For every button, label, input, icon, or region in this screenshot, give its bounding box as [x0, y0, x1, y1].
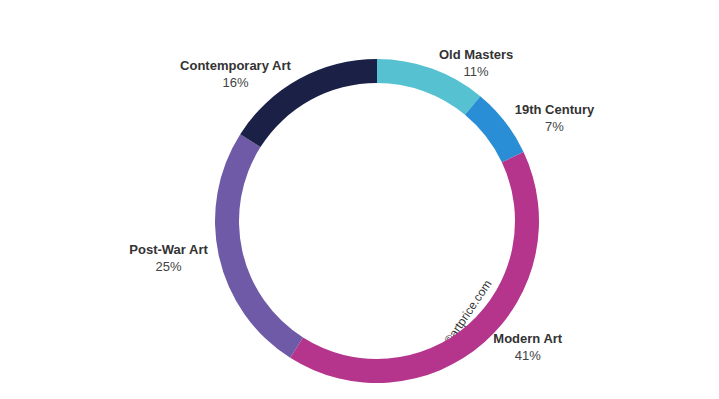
svg-text:25%: 25% — [156, 259, 182, 274]
svg-text:7%: 7% — [545, 119, 564, 134]
svg-text:©artprice.com: ©artprice.com — [441, 277, 495, 348]
svg-text:16%: 16% — [222, 75, 248, 90]
svg-text:41%: 41% — [515, 348, 541, 363]
svg-text:Contemporary Art: Contemporary Art — [180, 58, 291, 73]
svg-text:11%: 11% — [464, 64, 489, 79]
svg-text:Post-War Art: Post-War Art — [129, 242, 208, 257]
svg-text:Modern Art: Modern Art — [493, 331, 563, 346]
svg-text:Old Masters: Old Masters — [439, 47, 513, 62]
svg-text:19th Century: 19th Century — [515, 102, 595, 117]
